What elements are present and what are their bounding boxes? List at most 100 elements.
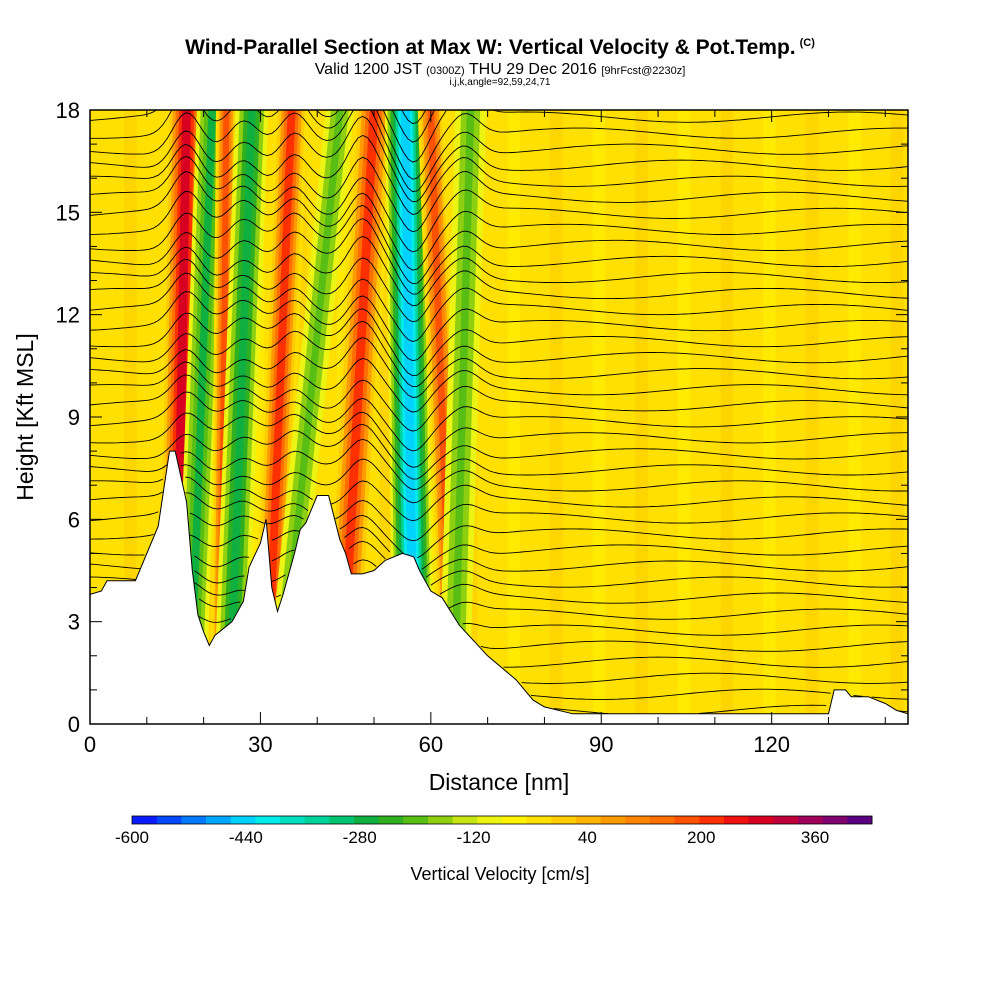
colorbar-tick-label: -600 (115, 828, 149, 847)
theta-contour (90, 357, 908, 413)
theta-contour (90, 204, 908, 285)
theta-contour (198, 598, 908, 620)
colorbar-swatch (403, 816, 429, 824)
colorbar-swatch (230, 816, 256, 824)
theta-contour (90, 476, 908, 522)
y-tick-label: 9 (68, 405, 80, 430)
theta-contour (90, 540, 908, 578)
colorbar-swatch (822, 816, 848, 824)
theta-contour (90, 115, 908, 203)
theta-contour (90, 190, 908, 271)
colorbar-swatch (576, 816, 602, 824)
colorbar-tick-label: -440 (229, 828, 263, 847)
theta-contour (90, 438, 908, 490)
theta-contour (90, 110, 908, 193)
colorbar-swatch (206, 816, 232, 824)
colorbar-swatch (724, 816, 750, 824)
theta-contour (90, 171, 908, 253)
terrain-profile (90, 450, 908, 724)
colorbar-swatch (699, 816, 725, 824)
velocity-band (185, 110, 216, 724)
x-tick-label: 60 (419, 732, 443, 757)
colorbar-swatch (452, 816, 478, 824)
colorbar-swatch (526, 816, 552, 824)
colorbar-swatch (255, 816, 281, 824)
colorbar-tick-label: -120 (457, 828, 491, 847)
colorbar-swatch (773, 816, 799, 824)
x-tick-label: 30 (248, 732, 272, 757)
colorbar-tick-label: 200 (687, 828, 715, 847)
theta-contour (90, 218, 908, 295)
y-tick-labels: 0 3 6 9 12 15 18 (56, 98, 80, 737)
terrain (90, 450, 908, 724)
background-streak (635, 110, 648, 724)
theta-contour (503, 656, 908, 668)
colorbar-swatch (847, 816, 873, 824)
valid-time: Valid 1200 JST (314, 61, 422, 78)
theta-contour (90, 374, 908, 432)
colorbar-swatch (650, 816, 676, 824)
colorbar-swatch (181, 816, 207, 824)
y-tick-label: 18 (56, 98, 80, 123)
x-tick-label: 90 (589, 732, 613, 757)
copyright-mark: (C) (799, 37, 815, 49)
theta-contour (90, 235, 908, 307)
colorbar-title: Vertical Velocity [cm/s] (410, 864, 589, 884)
colorbar-swatch (477, 816, 503, 824)
colorbar (131, 815, 873, 825)
valid-utc: (0300Z) (426, 65, 465, 77)
theta-contour (90, 135, 908, 215)
theta-contour (90, 320, 908, 388)
background-streak (720, 110, 734, 724)
theta-contour (90, 156, 908, 233)
x-tick-label: 120 (753, 732, 790, 757)
theta-contour (90, 257, 908, 323)
theta-contour (90, 337, 908, 398)
background-streak (805, 110, 819, 724)
colorbar-swatch (625, 816, 651, 824)
colorbar-swatch (280, 816, 306, 824)
colorbar-swatch (748, 816, 774, 824)
theta-contour (521, 672, 908, 684)
chart-subtitle: Valid 1200 JST (0300Z) THU 29 Dec 2016 [… (0, 61, 1000, 79)
theta-contour (90, 291, 908, 362)
colorbar-swatch (132, 816, 158, 824)
chart-title: Wind-Parallel Section at Max W: Vertical… (0, 36, 1000, 60)
theta-contour (480, 640, 908, 652)
background-streak (763, 110, 776, 724)
colorbar-swatch (378, 816, 404, 824)
y-tick-label: 15 (56, 200, 80, 225)
colorbar-frame (131, 815, 873, 825)
theta-contour (90, 423, 908, 480)
colorbar-tick-labels: -600 -440 -280 -120 40 200 360 (115, 828, 829, 847)
y-axis-title: Height [Kft MSL] (12, 333, 38, 500)
y-tick-label: 3 (68, 610, 80, 635)
theta-contour (530, 688, 908, 700)
theta-contour (90, 512, 908, 559)
theta-contour (90, 458, 908, 504)
colorbar-swatch (600, 816, 626, 824)
theta-contour (90, 308, 908, 377)
colorbar-swatch (304, 816, 330, 824)
axis-ticks (89, 109, 908, 725)
theta-contour (198, 616, 908, 636)
theta-contour (90, 527, 908, 570)
colorbar-swatch (502, 816, 528, 824)
colorbar-tick-label: -280 (343, 828, 377, 847)
y-tick-label: 12 (56, 303, 80, 328)
colorbar-swatch (156, 816, 182, 824)
colorbar-tick-label: 360 (801, 828, 829, 847)
forecast-info: [9hrFcst@2230z] (601, 65, 686, 77)
theta-contour (194, 582, 908, 604)
x-tick-label: 0 (84, 732, 96, 757)
theta-contour (90, 110, 908, 180)
grid-indices: i,j,k,angle=92,59,24,71 (449, 77, 551, 88)
theta-contour (90, 391, 908, 452)
colorbar-swatch (329, 816, 355, 824)
velocity-band (449, 110, 475, 724)
colorbar-swatch (354, 816, 380, 824)
theta-contour (90, 411, 908, 468)
y-tick-label: 0 (68, 712, 80, 737)
colorbar-swatch (428, 816, 454, 824)
